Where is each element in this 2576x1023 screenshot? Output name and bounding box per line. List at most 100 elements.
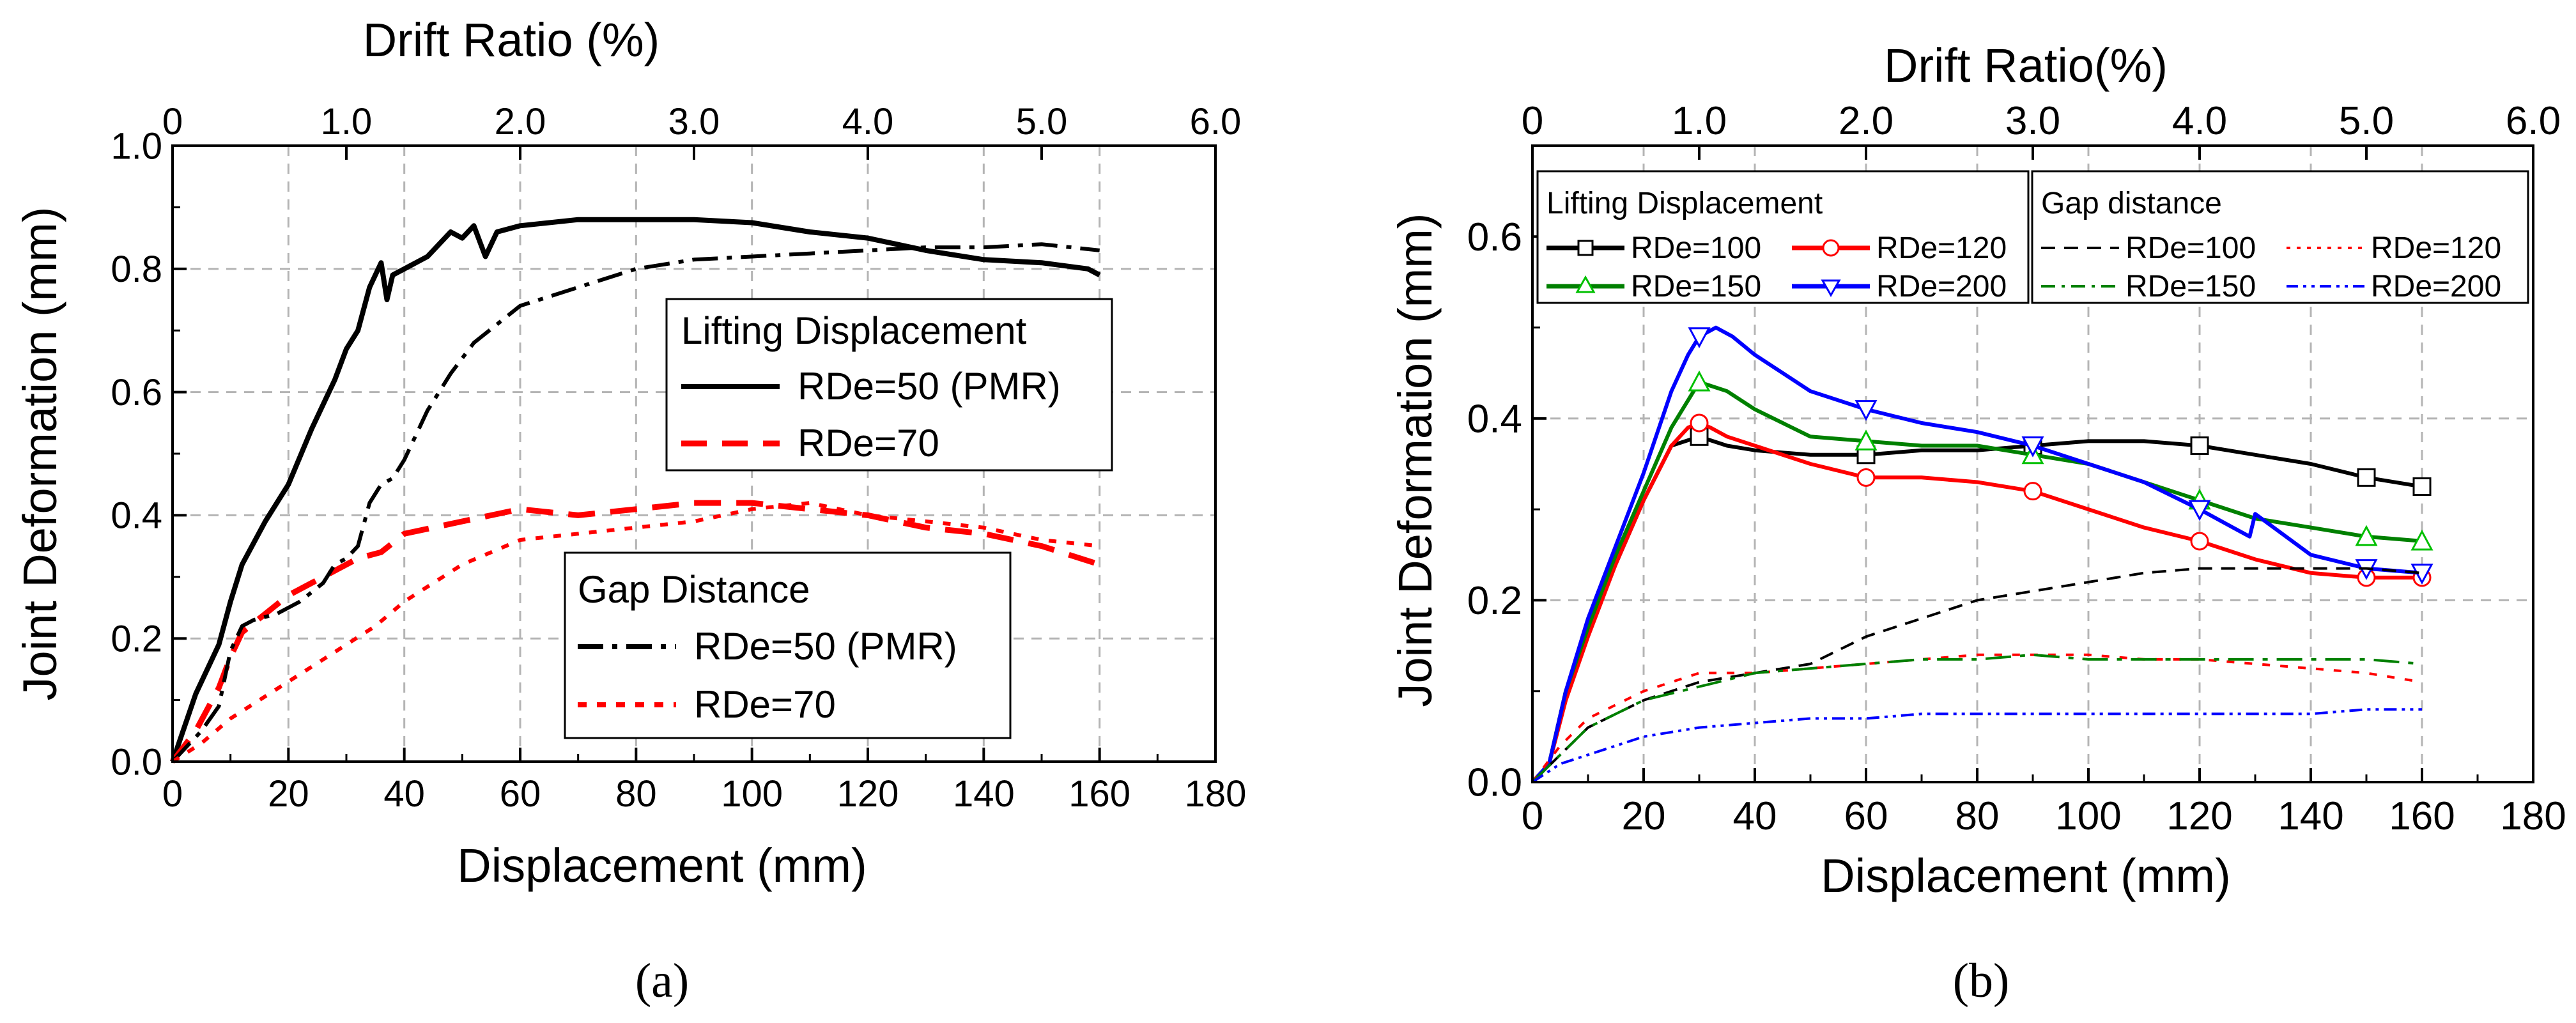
x-tick-label: 140 [953, 773, 1015, 815]
panel-b-legend-lifting-box [1536, 170, 2030, 304]
panel-b-series [1531, 325, 2433, 784]
x-tick-label: 80 [615, 773, 657, 815]
panel-a-ylabel: Joint Deformation (mm) [13, 206, 66, 700]
panel-a-legend-label-2: RDe=70 [798, 422, 939, 465]
y-tick-label: 0.4 [111, 495, 162, 537]
data-marker [1855, 429, 1878, 450]
top-tick-label: 6.0 [2506, 99, 2561, 143]
data-marker [1855, 400, 1878, 421]
panel-b-top-xlabel: Drift Ratio(%) [1884, 39, 2168, 92]
data-marker [2357, 468, 2376, 487]
data-marker [2190, 436, 2209, 456]
top-tick-label: 5.0 [1016, 101, 1068, 142]
data-marker [1690, 413, 1709, 433]
series-line [170, 217, 1101, 763]
panel-a-legend-gap: Gap Distance RDe=50 (PMR) RDe=70 [564, 551, 1012, 739]
panel-b-legend-marker-3 [1575, 275, 1596, 293]
panel-b-legend-label-1: RDe=100 [1631, 231, 1761, 265]
panel-b: 0 20 40 60 80 100 120 140 160 180 0.0 0.2 0.4 0.6 0 1.0… [1389, 39, 2566, 1008]
x-tick-label: 100 [721, 773, 783, 815]
x-tick-label: 20 [268, 773, 309, 815]
panel-a-legend-label-1: RDe=50 (PMR) [798, 365, 1061, 408]
x-tick-label: 60 [500, 773, 541, 815]
panel-a-label: (a) [635, 954, 689, 1008]
panel-b-legend-lifting-title: Lifting Displacement [1546, 187, 1823, 220]
top-tick-label: 6.0 [1190, 101, 1242, 142]
x-tick-label: 20 [1622, 794, 1666, 838]
panel-a-legend-lifting-title: Lifting Displacement [681, 309, 1027, 352]
panel-b-legend-gap-title: Gap distance [2041, 187, 2222, 220]
data-marker [2023, 482, 2042, 501]
x-tick-label: 60 [1844, 794, 1888, 838]
panel-a-xlabel: Displacement (mm) [457, 839, 867, 892]
x-tick-label: 140 [2278, 794, 2343, 838]
x-tick-label: 100 [2055, 794, 2121, 838]
top-tick-label: 3.0 [668, 101, 720, 142]
x-tick-label: 40 [1733, 794, 1777, 838]
series-line [170, 500, 1101, 764]
panel-b-legend-label-3: RDe=150 [1631, 270, 1761, 304]
panel-b-ticks: 0 20 40 60 80 100 120 140 160 180 0.0 0.2 0.4 0.6 0 1.0… [1467, 99, 2566, 838]
data-marker [2190, 532, 2209, 551]
y-tick-label: 0.6 [1467, 215, 1522, 259]
x-tick-label: 160 [1068, 773, 1130, 815]
data-marker [1690, 427, 1709, 446]
panel-b-legend-label-6: RDe=120 [2371, 231, 2501, 265]
y-tick-label: 0.0 [1467, 761, 1522, 805]
x-tick-label: 180 [1185, 773, 1247, 815]
series-line [1531, 380, 2423, 784]
panel-a-series [170, 217, 1101, 764]
series-line [171, 501, 1100, 764]
x-tick-label: 0 [1522, 794, 1543, 838]
series-line [171, 242, 1100, 764]
panel-b-legend-label-7: RDe=150 [2125, 270, 2256, 304]
top-tick-label: 4.0 [2172, 99, 2227, 143]
panel-b-legend-label-2: RDe=120 [1876, 231, 2007, 265]
data-marker [1856, 468, 1876, 487]
series-line [1531, 708, 2422, 783]
panel-b-legend-marker-2 [1822, 239, 1840, 257]
series-line [1531, 325, 2423, 784]
data-marker [2188, 500, 2211, 521]
series-line [1531, 653, 2423, 783]
data-marker [2021, 436, 2044, 458]
panel-b-legend-label-5: RDe=100 [2125, 231, 2256, 265]
x-tick-label: 180 [2500, 794, 2566, 838]
panel-b-legend-marker-4 [1821, 279, 1841, 298]
data-marker [1688, 327, 1711, 348]
panel-a: 0 20 40 60 80 100 120 140 160 180 0.0 0.2 0.4 0.6 0.8 1… [13, 13, 1246, 1008]
top-tick-label: 5.0 [2339, 99, 2394, 143]
series-line [1531, 653, 2423, 783]
y-tick-label: 0.6 [111, 372, 162, 413]
panel-b-legend-label-4: RDe=200 [1876, 270, 2007, 304]
series-line [1531, 567, 2423, 783]
y-tick-label: 0.2 [111, 619, 162, 660]
top-tick-label: 1.0 [1672, 99, 1727, 143]
panel-a-legend-lifting: Lifting Displacement RDe=50 (PMR) RDe=70 [665, 298, 1113, 472]
data-marker [2355, 525, 2378, 546]
x-tick-label: 80 [1955, 794, 2000, 838]
data-marker [2412, 477, 2432, 496]
x-tick-label: 120 [2166, 794, 2232, 838]
panel-b-legend-lifting: Lifting Displacement RDe=100 RDe=120 RDe… [1536, 170, 2030, 304]
x-tick-label: 40 [383, 773, 425, 815]
y-tick-label: 1.0 [111, 125, 162, 167]
panel-b-legend-gap-box [2031, 170, 2529, 304]
panel-b-legend-marker-1 [1577, 240, 1594, 256]
top-tick-label: 3.0 [2005, 99, 2060, 143]
top-tick-label: 2.0 [1839, 99, 1893, 143]
panel-a-legend-gap-title: Gap Distance [578, 568, 810, 611]
panel-b-xlabel: Displacement (mm) [1821, 849, 2230, 902]
y-tick-label: 0.2 [1467, 579, 1522, 623]
panel-b-legend-gap: Gap distance RDe=100 RDe=120 RDe=150 RDe… [2031, 170, 2529, 304]
x-tick-label: 0 [162, 773, 183, 815]
panel-a-legend-label-3: RDe=50 (PMR) [694, 625, 957, 668]
data-marker [2410, 529, 2433, 551]
series-line [1531, 421, 2422, 784]
panel-b-ylabel: Joint Deformation (mm) [1389, 213, 1442, 707]
top-tick-label: 2.0 [495, 101, 546, 142]
y-tick-label: 0.8 [111, 249, 162, 290]
data-marker [1688, 370, 1711, 392]
x-tick-label: 160 [2389, 794, 2455, 838]
